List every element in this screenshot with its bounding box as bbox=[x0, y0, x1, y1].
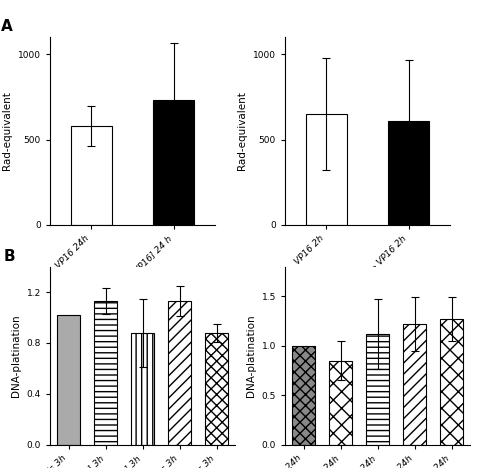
Y-axis label: Rad-equivalent: Rad-equivalent bbox=[238, 92, 248, 170]
Bar bbox=[292, 346, 314, 445]
Bar bbox=[366, 334, 388, 445]
Bar bbox=[132, 333, 154, 445]
Text: A: A bbox=[0, 19, 12, 34]
Bar bbox=[168, 301, 190, 445]
Bar bbox=[306, 114, 347, 225]
Bar bbox=[206, 333, 228, 445]
Bar bbox=[70, 126, 112, 225]
Bar bbox=[388, 121, 430, 225]
Bar bbox=[330, 361, 351, 445]
Bar bbox=[153, 101, 194, 225]
Y-axis label: Rad-equivalent: Rad-equivalent bbox=[2, 92, 12, 170]
Bar bbox=[440, 319, 462, 445]
Bar bbox=[58, 315, 80, 445]
Bar bbox=[404, 324, 425, 445]
Bar bbox=[94, 301, 116, 445]
Y-axis label: DNA-platination: DNA-platination bbox=[11, 314, 21, 397]
Y-axis label: DNA-platination: DNA-platination bbox=[246, 314, 256, 397]
Text: B: B bbox=[4, 249, 16, 264]
